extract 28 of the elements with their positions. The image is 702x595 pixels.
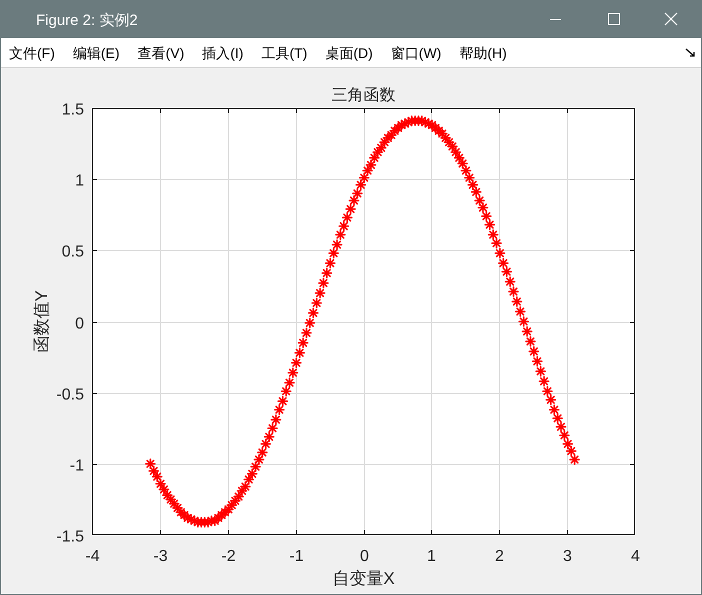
menu-item: 查看(V) [138,45,184,61]
menu-item: 帮助(H) [459,45,507,61]
x-axis-title: 自变量X [332,569,395,588]
x-tick-label: -1 [289,548,304,565]
y-tick-label: 0 [75,316,84,332]
x-tick-label: 4 [631,548,640,565]
menu-item: 窗口(W) [390,45,442,61]
window-title: Figure 2: 实例2 [36,12,138,29]
title: 三角函数 [332,87,396,104]
y-tick-label: 1 [75,172,84,190]
y-tick-label: -1.5 [56,528,84,546]
x-tick-label: 2 [495,548,504,565]
menu-item: 编辑(E) [72,45,120,61]
y-axis-title: 函数值Y [32,290,51,353]
x-tick-label: 3 [563,548,572,565]
x-tick-label: -2 [221,548,236,565]
x-tick-label: 0 [360,548,369,565]
x-tick-label: -3 [153,548,168,565]
y-tick-label: -1 [70,458,84,474]
x-tick-label: -4 [85,548,100,565]
y-tick-label: -0.5 [56,386,84,404]
x-tick-label: 1 [427,548,436,565]
menu-item: 插入(I) [202,45,244,61]
y-tick-label: 0.5 [62,244,84,260]
menu-item: 桌面(D) [325,45,373,61]
y-tick-label: 1.5 [62,102,84,118]
menu-item: 文件(F) [9,45,55,61]
menu-item: 工具(T) [261,45,308,61]
